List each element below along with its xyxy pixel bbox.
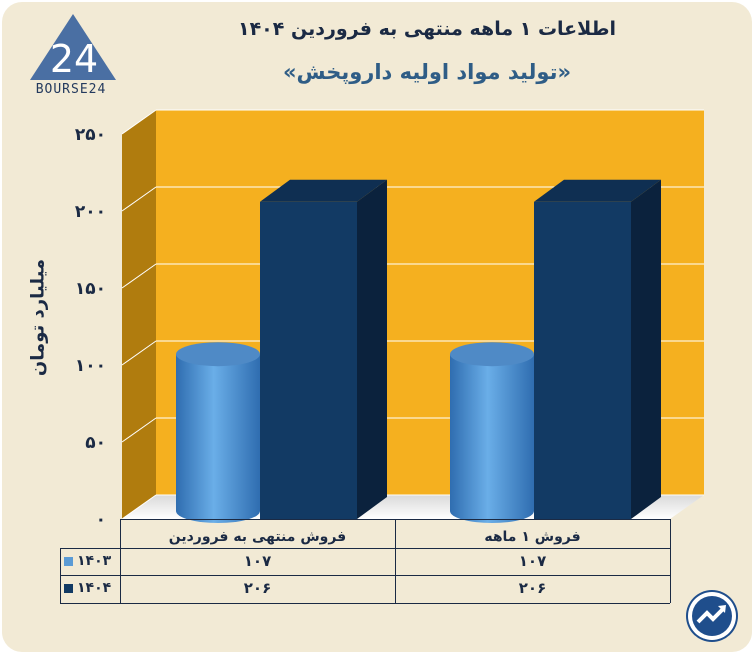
legend-swatch <box>64 556 73 566</box>
y-tick-label: ۵۰ <box>85 433 106 453</box>
bar-1403-top <box>450 342 534 367</box>
legend-label: ۱۴۰۴ <box>77 580 112 596</box>
bar-1404-side <box>631 179 661 519</box>
legend-entry-1404: ۱۴۰۴ <box>64 580 122 596</box>
data-label: ۲۰۶ <box>518 579 547 597</box>
table-line <box>670 519 671 603</box>
gridline <box>121 417 157 443</box>
logo-text: BOURSE24 <box>35 82 107 97</box>
chart-title: اطلاعات ۱ ماهه منتهی به فروردین ۱۴۰۴ <box>237 18 616 40</box>
gridline <box>121 186 157 212</box>
bar-1403 <box>450 354 534 523</box>
gridline <box>121 494 157 520</box>
bar-1404-side <box>357 179 387 519</box>
table-line <box>60 548 61 603</box>
bar-1403-top <box>176 342 260 367</box>
y-tick-label: ۱۵۰ <box>74 279 106 299</box>
bourse24-logo-icon: 24 <box>30 14 116 81</box>
legend-label: ۱۴۰۳ <box>77 553 112 569</box>
table-line <box>120 519 121 603</box>
table-line <box>60 575 670 576</box>
legend-swatch <box>64 583 73 593</box>
table-line <box>395 519 396 603</box>
trend-arrow-icon <box>692 596 732 636</box>
category-label: فروش ۱ ماهه <box>484 529 581 545</box>
gridline <box>121 263 157 289</box>
table-line <box>60 603 670 604</box>
y-tick-label: ۱۰۰ <box>74 356 106 376</box>
svg-text:24: 24 <box>50 37 98 81</box>
data-label: ۱۰۷ <box>243 552 272 570</box>
y-tick-label: ۲۵۰ <box>74 125 106 145</box>
data-label: ۱۰۷ <box>518 552 547 570</box>
bar-1404-top <box>534 179 661 202</box>
chart-subtitle: «تولید مواد اولیه داروپخش» <box>282 60 572 84</box>
chart-side-wall <box>122 110 156 519</box>
y-tick-label: ۲۰۰ <box>74 202 106 222</box>
legend-entry-1403: ۱۴۰۳ <box>64 553 122 569</box>
y-tick-label: ۰ <box>95 510 106 530</box>
category-label: فروش منتهی به فروردین <box>168 529 347 545</box>
bar-1403 <box>176 354 260 523</box>
table-line <box>60 548 670 549</box>
bar-1404-top <box>260 179 387 202</box>
gridline <box>121 340 157 366</box>
bar-1404 <box>260 201 357 519</box>
bar-1404 <box>534 201 631 519</box>
data-label: ۲۰۶ <box>243 579 272 597</box>
gridline <box>121 109 157 135</box>
trend-badge-icon <box>688 592 736 640</box>
